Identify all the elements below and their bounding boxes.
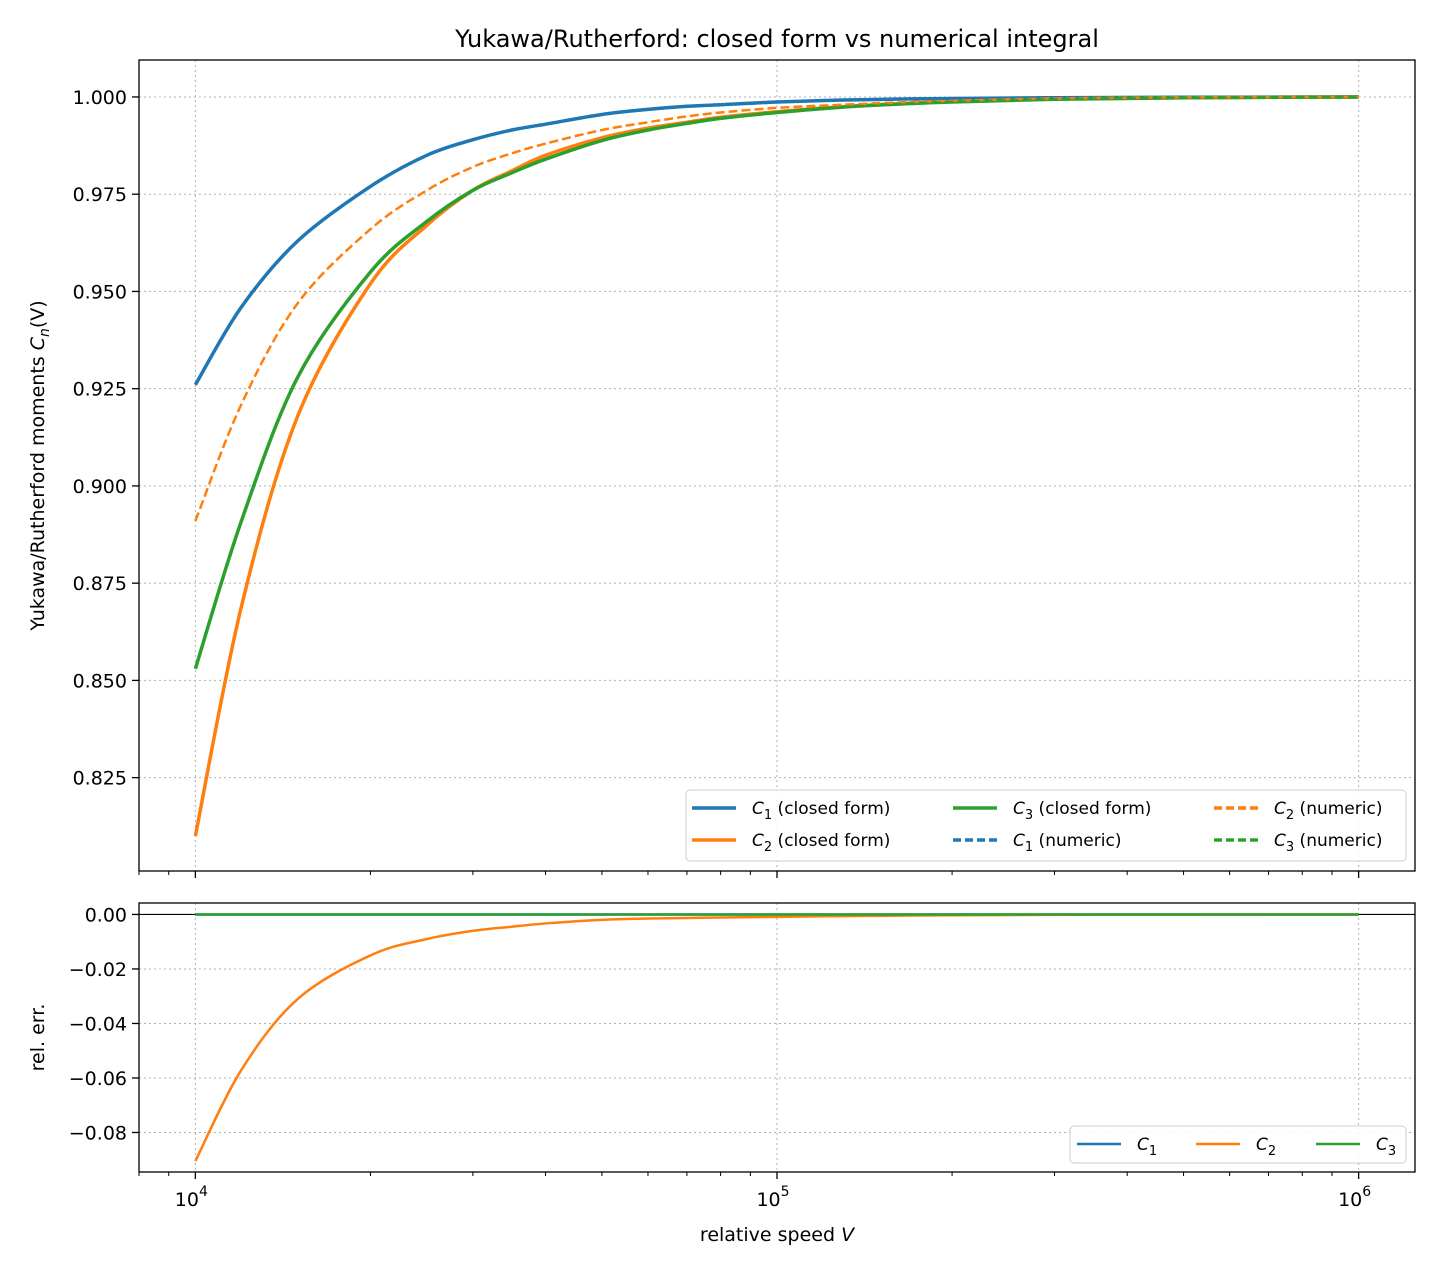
x-axis-ticks: 104 105 106 xyxy=(138,1172,1371,1211)
legend-label: C3 xyxy=(1376,1135,1396,1159)
legend-label: C3 (closed form) xyxy=(1013,799,1151,823)
y-tick-label: 0.975 xyxy=(73,184,127,206)
legend-item: C2 xyxy=(1196,1135,1276,1159)
x-tick-label: 105 xyxy=(756,1184,789,1211)
legend-item: C1 xyxy=(1077,1135,1157,1159)
legend-item: C1 (numeric) xyxy=(953,831,1121,855)
y-tick-label: 0.00 xyxy=(85,904,127,926)
legend-item: C2 (closed form) xyxy=(692,831,890,855)
legend-label: C1 (closed form) xyxy=(752,799,890,823)
y-tick-label: −0.02 xyxy=(69,959,127,981)
y-tick-label: 0.950 xyxy=(73,281,127,303)
y-tick-label: 0.925 xyxy=(73,379,127,401)
legend-item: C1 (closed form) xyxy=(692,799,890,823)
main-plot-axes: 0.825 0.850 0.875 0.900 0.925 0.950 0.975 1.000… xyxy=(27,25,1416,878)
y-tick-label: 0.875 xyxy=(73,573,127,595)
legend-item: C3 xyxy=(1316,1135,1396,1159)
y-axis-label: Yukawa/Rutherford moments Cn(V) xyxy=(27,300,53,631)
y-axis-label: rel. err. xyxy=(27,1004,49,1072)
legend-label: C2 xyxy=(1256,1135,1276,1159)
gridlines xyxy=(139,60,1415,871)
y-axis-ticks: −0.08 −0.06 −0.04 −0.02 0.00 xyxy=(69,904,139,1144)
legend-item: C3 (closed form) xyxy=(953,799,1151,823)
y-tick-label: −0.08 xyxy=(69,1122,127,1144)
y-tick-label: 1.000 xyxy=(73,87,127,109)
chart-title: Yukawa/Rutherford: closed form vs numeri… xyxy=(454,25,1099,53)
y-tick-label: −0.06 xyxy=(69,1068,127,1090)
series-line-6 xyxy=(194,95,1359,670)
series-line-4 xyxy=(194,95,1359,386)
legend-item: C2 (numeric) xyxy=(1214,799,1382,823)
legend-item: C3 (numeric) xyxy=(1214,831,1382,855)
y-tick-label: 0.900 xyxy=(73,476,127,498)
legend: C1 C2 C3 xyxy=(1069,1125,1407,1164)
x-tick-label: 104 xyxy=(175,1184,208,1211)
legend-label: C1 xyxy=(1137,1135,1157,1159)
legend: C1 (closed form) C2 (closed form) C3 (clos… xyxy=(685,789,1407,862)
x-axis-label: relative speed V xyxy=(700,1224,856,1246)
x-tick-label: 106 xyxy=(1338,1184,1371,1211)
series-line-5 xyxy=(194,95,1359,522)
legend-label: C2 (numeric) xyxy=(1274,799,1382,823)
series-lines xyxy=(194,913,1359,1162)
legend-label: C3 (numeric) xyxy=(1274,831,1382,855)
y-tick-label: −0.04 xyxy=(69,1013,127,1035)
legend-label: C2 (closed form) xyxy=(752,831,890,855)
legend-label: C1 (numeric) xyxy=(1013,831,1121,855)
series-lines xyxy=(193,95,1359,837)
y-tick-label: 0.825 xyxy=(73,768,127,790)
relative-error-axes: −0.08 −0.06 −0.04 −0.02 0.00 104 105 106 rel. er… xyxy=(27,902,1416,1246)
x-axis-ticks xyxy=(138,871,1360,878)
y-tick-label: 0.850 xyxy=(73,670,127,692)
y-axis-ticks: 0.825 0.850 0.875 0.900 0.925 0.950 0.975 1.000 xyxy=(73,87,139,790)
